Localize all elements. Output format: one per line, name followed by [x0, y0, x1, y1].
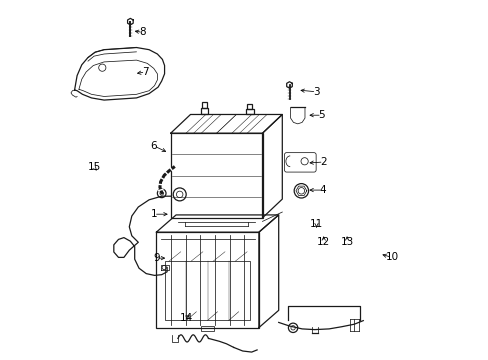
Text: 2: 2: [320, 157, 326, 167]
Text: 6: 6: [150, 141, 157, 151]
Bar: [165, 261, 249, 320]
Text: 12: 12: [316, 237, 330, 247]
Text: 14: 14: [179, 312, 192, 323]
Bar: [246, 109, 253, 114]
Text: 13: 13: [340, 237, 353, 247]
Text: 4: 4: [319, 185, 325, 195]
Text: 3: 3: [312, 87, 319, 97]
Text: 9: 9: [153, 253, 159, 263]
Bar: [200, 108, 207, 114]
Text: 1: 1: [150, 209, 157, 219]
Bar: [201, 326, 214, 331]
Bar: [247, 104, 252, 109]
Text: 10: 10: [385, 252, 398, 262]
Text: 5: 5: [318, 110, 325, 120]
Bar: [170, 133, 262, 218]
Text: 11: 11: [309, 219, 323, 229]
Text: 7: 7: [142, 67, 148, 77]
Bar: [201, 102, 206, 108]
Bar: [156, 232, 258, 328]
Text: 8: 8: [140, 27, 146, 37]
Text: 15: 15: [87, 162, 101, 172]
